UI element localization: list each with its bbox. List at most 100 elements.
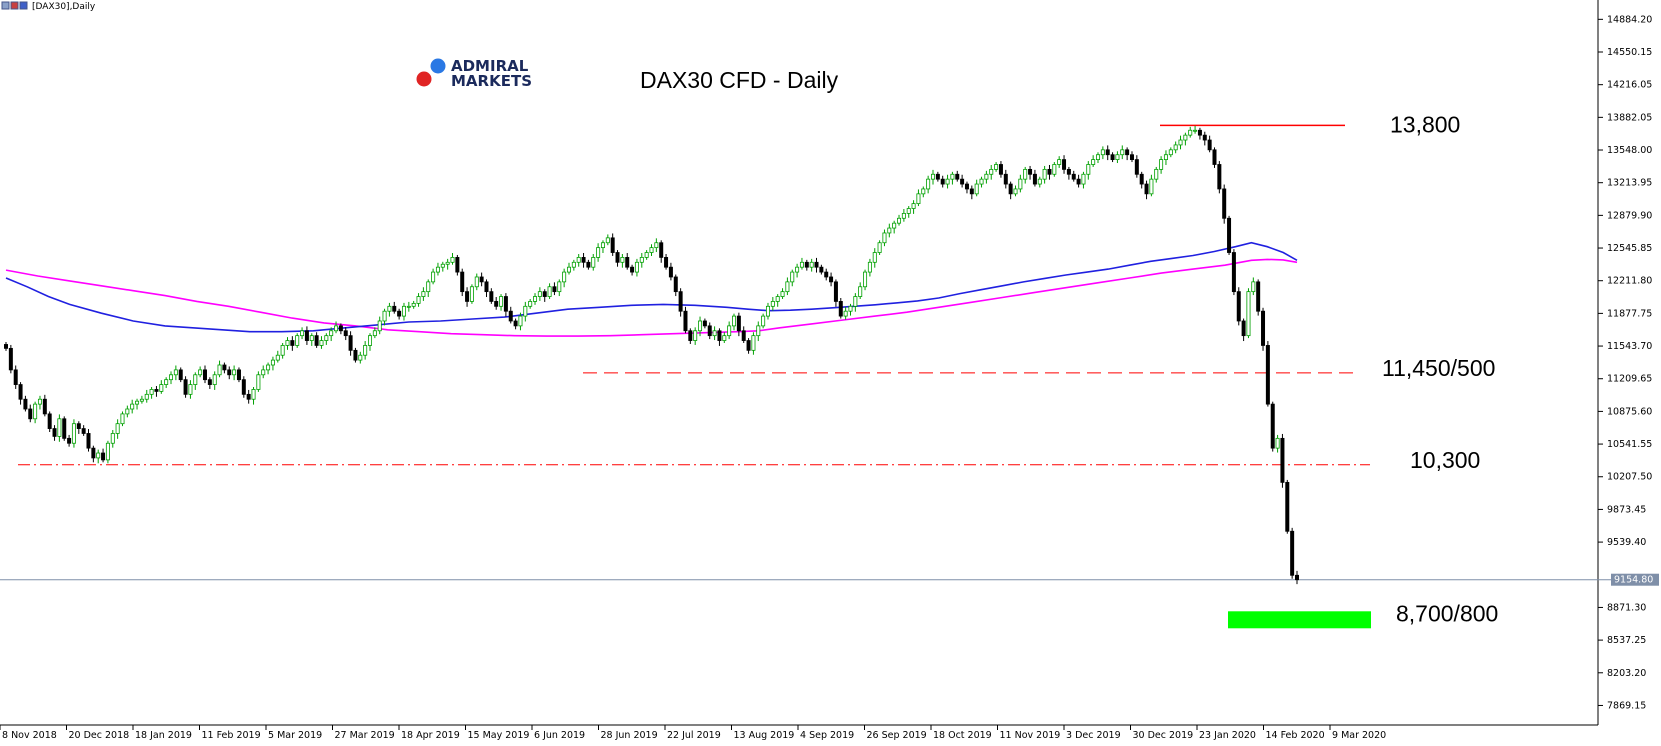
x-tick-label: 30 Dec 2019 — [1133, 730, 1194, 741]
candle-body — [1134, 159, 1139, 175]
candle-body — [421, 291, 426, 297]
y-tick-label: 9539.40 — [1607, 537, 1646, 548]
x-tick-label: 14 Feb 2020 — [1266, 730, 1325, 741]
candle-body — [688, 330, 693, 341]
candle-body — [630, 266, 635, 273]
x-tick-label: 26 Sep 2019 — [867, 730, 927, 741]
candle-body — [465, 291, 470, 302]
candle-body — [770, 301, 775, 307]
logo-dot-blue — [430, 58, 446, 74]
candle-body — [334, 325, 339, 332]
candle-body — [1231, 252, 1236, 293]
candle-body — [955, 173, 960, 180]
candle-body — [508, 310, 513, 322]
candle-body — [241, 379, 246, 395]
candle-body — [96, 452, 101, 459]
candle-body — [1217, 164, 1222, 190]
candle-body — [974, 183, 979, 195]
candle-body — [246, 393, 251, 400]
candle-body — [57, 418, 62, 437]
candle-body — [309, 335, 314, 341]
candle-body — [329, 330, 334, 337]
candle-body — [1241, 320, 1246, 337]
candle-body — [300, 330, 305, 337]
y-tick-label: 12879.90 — [1607, 210, 1652, 221]
candle-body — [91, 447, 96, 459]
candle-body — [1028, 168, 1033, 175]
candle-body — [1091, 159, 1096, 165]
y-tick-label: 12211.80 — [1607, 276, 1652, 287]
candle-body — [1076, 178, 1081, 185]
candle-body — [892, 222, 897, 229]
candle-body — [736, 315, 741, 332]
candle-body — [28, 408, 33, 420]
candle-body — [1236, 291, 1241, 322]
candle-body — [489, 291, 494, 302]
candle-body — [833, 281, 838, 302]
x-tick-label: 22 Jul 2019 — [667, 730, 721, 741]
y-tick-label: 11543.70 — [1607, 341, 1652, 352]
candle-body — [1032, 173, 1037, 185]
candle-body — [566, 266, 571, 273]
candle-body — [1052, 164, 1057, 175]
candle-body — [33, 403, 38, 420]
candle-body — [499, 296, 504, 307]
x-tick-label: 11 Nov 2019 — [1000, 730, 1061, 741]
candle-body — [824, 271, 829, 278]
candle-body — [683, 310, 688, 332]
candle-body — [882, 232, 887, 244]
candle-body — [702, 320, 707, 327]
candle-body — [707, 325, 712, 337]
candle-body — [547, 286, 552, 297]
candle-body — [513, 320, 518, 327]
candle-body — [304, 330, 309, 341]
candle-body — [81, 428, 86, 434]
candle-body — [819, 266, 824, 273]
candle-body — [445, 261, 450, 265]
level-label-10300: 10,300 — [1410, 447, 1480, 473]
x-tick-label: 8 Nov 2018 — [2, 730, 57, 741]
candle-body — [1246, 291, 1251, 337]
current-price-tag-bg — [1611, 573, 1659, 586]
candle-body — [159, 384, 164, 392]
candle-body — [964, 183, 969, 190]
ma-slow-line — [5, 258, 1298, 337]
candle-body — [343, 330, 348, 337]
candle-body — [872, 252, 877, 263]
x-tick-label: 18 Oct 2019 — [933, 730, 992, 741]
candle-body — [659, 242, 664, 258]
candle-body — [809, 261, 814, 268]
candle-body — [1270, 403, 1275, 449]
y-tick-label: 7869.15 — [1607, 700, 1646, 711]
x-tick-label: 5 Mar 2019 — [268, 730, 322, 741]
candle-body — [795, 266, 800, 273]
candle-body — [969, 188, 974, 195]
candle-body — [37, 398, 42, 405]
candle-body — [552, 286, 557, 293]
candle-body — [814, 261, 819, 268]
candle-body — [940, 178, 945, 185]
candle-body — [236, 369, 241, 381]
candle-body — [232, 369, 237, 376]
logo-text-line1: ADMIRAL — [451, 57, 529, 75]
candle-body — [1066, 168, 1071, 175]
y-tick-label: 10875.60 — [1607, 406, 1652, 417]
candle-body — [1163, 154, 1168, 161]
candle-body — [994, 164, 999, 170]
x-tick-label: 18 Jan 2019 — [135, 730, 192, 741]
y-tick-label: 13882.05 — [1607, 112, 1652, 123]
candle-body — [717, 330, 722, 341]
candle-body — [1057, 159, 1062, 165]
candle-body — [212, 374, 217, 385]
chart-icon — [10, 1, 19, 10]
y-tick-label: 12545.85 — [1607, 243, 1652, 254]
candle-body — [746, 340, 751, 351]
candle-body — [1183, 134, 1188, 141]
candle-body — [435, 266, 440, 273]
candle-body — [368, 335, 373, 346]
candle-body — [1047, 168, 1052, 175]
candle-body — [76, 423, 81, 429]
candle-body — [450, 257, 455, 263]
y-tick-label: 11877.75 — [1607, 308, 1652, 319]
